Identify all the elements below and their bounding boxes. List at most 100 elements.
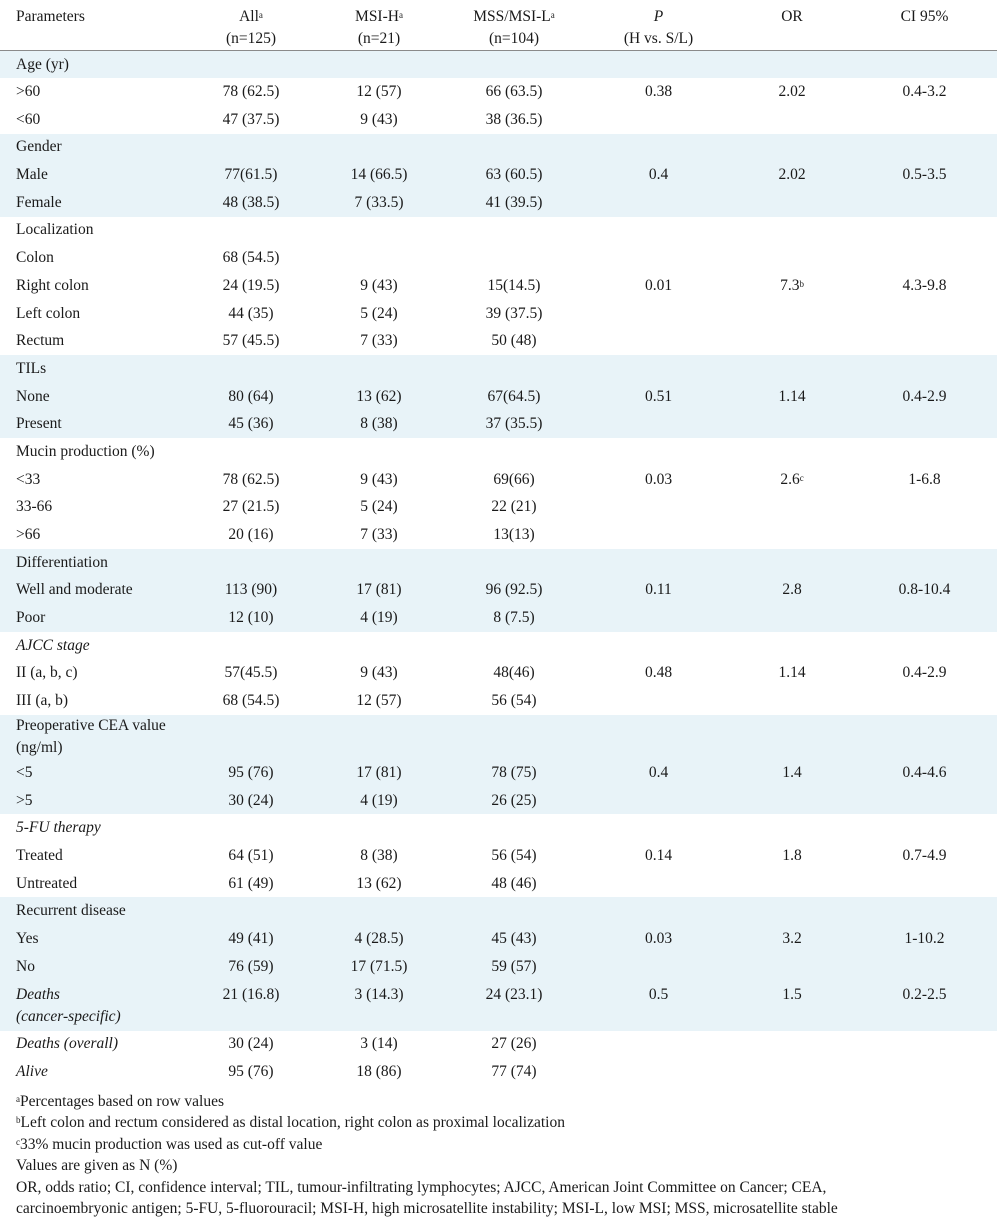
- cell-msih: 12 (57): [356, 83, 402, 101]
- cell-all: 113 (90): [224, 581, 278, 599]
- row-label: Colon: [16, 249, 54, 267]
- cell-ci: [852, 1031, 997, 1059]
- row-label: Right colon: [16, 276, 89, 294]
- cell-ci: [852, 687, 997, 715]
- row-label: Well and moderate: [16, 581, 133, 599]
- cell-mss: 27 (26): [491, 1035, 537, 1053]
- cell-odds-ratio: [732, 814, 852, 842]
- table-row: Colon 68 (54.5): [0, 244, 997, 272]
- cell-all: [187, 632, 315, 660]
- cell-odds-ratio: [732, 355, 852, 383]
- cell-mss: 8 (7.5): [493, 609, 535, 627]
- cell-odds-ratio: [732, 870, 852, 898]
- cell-msih: 3 (14): [360, 1035, 398, 1053]
- footnote-values: Values are given as N (%): [16, 1157, 178, 1175]
- table-row: Recurrent disease: [0, 897, 997, 926]
- row-label: <60: [16, 110, 41, 128]
- table-row: 33-66 27 (21.5) 5 (24) 22 (21): [0, 494, 997, 522]
- cell-all: 57(45.5): [224, 664, 278, 682]
- cell-p-value: 0.03: [644, 929, 673, 947]
- row-label: TILs: [16, 359, 47, 377]
- cell-p-value: 0.5: [648, 985, 669, 1003]
- cell-p-value: [585, 870, 732, 898]
- cell-odds-ratio: [732, 106, 852, 134]
- cell-mss: 77 (74): [491, 1063, 537, 1081]
- table-row: Age (yr): [0, 50, 997, 79]
- table-row: Left colon 44 (35) 5 (24) 39 (37.5): [0, 300, 997, 328]
- cell-p-value: [585, 327, 732, 355]
- cell-p-value: 0.4: [648, 166, 669, 184]
- results-table: Parameters Alla (n=125) MSI-Ha (n=21) MSS/…: [0, 8, 997, 1086]
- cell-mss: 41 (39.5): [485, 193, 543, 211]
- cell-mss: [443, 51, 585, 79]
- table-row: Mucin production (%): [0, 438, 997, 466]
- table-row: Deaths (cancer-specific) 21 (16.8) 3 (14.3)…: [0, 980, 997, 1031]
- cell-ci: 0.4-2.9: [902, 387, 947, 405]
- cell-msih: 13 (62): [356, 874, 402, 892]
- cell-odds-ratio: [732, 189, 852, 217]
- cell-p-value: [585, 494, 732, 522]
- cell-msih: [315, 897, 443, 925]
- row-label: Male: [16, 166, 48, 184]
- cell-ci: [852, 521, 997, 549]
- row-label: No: [16, 957, 35, 975]
- row-label: Yes: [16, 929, 39, 947]
- cell-p-value: [585, 953, 732, 981]
- cell-msih: 9 (43): [360, 276, 398, 294]
- cell-odds-ratio: [732, 953, 852, 981]
- cell-ci: [852, 189, 997, 217]
- cell-odds-ratio: [732, 494, 852, 522]
- row-label: None: [16, 387, 50, 405]
- cell-msih: 8 (38): [360, 846, 398, 864]
- header-p-value: P (H vs. S/L): [623, 8, 694, 47]
- table-footnotes: aPercentages based on row values bLeft c…: [0, 1086, 997, 1220]
- table-row: AJCC stage: [0, 632, 997, 660]
- table-row: <5 95 (76) 17 (81) 78 (75) 0.4 1.4 0.4-4.6: [0, 759, 997, 787]
- row-label: >66: [16, 526, 41, 544]
- cell-odds-ratio: [732, 632, 852, 660]
- cell-msih: 7 (33.5): [354, 193, 404, 211]
- table-row: Untreated 61 (49) 13 (62) 48 (46): [0, 870, 997, 898]
- cell-odds-ratio: 2.02: [778, 83, 806, 101]
- cell-ci: 0.7-4.9: [902, 846, 947, 864]
- cell-p-value: 0.01: [644, 276, 673, 294]
- cell-p-value: [585, 134, 732, 162]
- row-label: Preoperative CEA value (ng/ml): [16, 717, 166, 756]
- cell-mss: 22 (21): [491, 498, 537, 516]
- cell-ci: [852, 953, 997, 981]
- cell-p-value: 0.4: [648, 763, 669, 781]
- table-row: TILs: [0, 355, 997, 383]
- cell-odds-ratio: [732, 244, 852, 272]
- cell-msih: [315, 438, 443, 466]
- row-label: Untreated: [16, 874, 78, 892]
- cell-msih: 18 (86): [356, 1063, 402, 1081]
- cell-all: 78 (62.5): [222, 470, 280, 488]
- cell-p-value: [585, 604, 732, 632]
- row-label: Alive: [16, 1063, 48, 1081]
- cell-all: [187, 897, 315, 925]
- cell-all: [187, 715, 315, 759]
- cell-odds-ratio: [732, 521, 852, 549]
- footnote-b: bLeft colon and rectum considered as dis…: [16, 1114, 565, 1132]
- cell-odds-ratio: [732, 549, 852, 577]
- cell-ci: [852, 438, 997, 466]
- footnote-a: aPercentages based on row values: [16, 1092, 225, 1110]
- cell-all: 44 (35): [228, 304, 274, 322]
- cell-odds-ratio: 2.6c: [780, 470, 804, 488]
- row-label: II (a, b, c): [16, 664, 78, 682]
- cell-mss: [443, 244, 585, 272]
- cell-p-value: [585, 106, 732, 134]
- cell-odds-ratio: [732, 410, 852, 438]
- table-row: >60 78 (62.5) 12 (57) 66 (63.5) 0.38 2.02 0.4-…: [0, 78, 997, 106]
- cell-ci: [852, 51, 997, 79]
- table-body: Age (yr) >60 78 (62.5) 12 (57) 66 (63.5) 0.38…: [0, 50, 997, 1086]
- table-row: >66 20 (16) 7 (33) 13(13): [0, 521, 997, 549]
- footnote-abbreviations-2: carcinoembryonic antigen; 5-FU, 5-fluoro…: [16, 1200, 838, 1218]
- table-row: Treated 64 (51) 8 (38) 56 (54) 0.14 1.8 0.7-4.…: [0, 842, 997, 870]
- cell-mss: 50 (48): [491, 332, 537, 350]
- table-row: Well and moderate 113 (90) 17 (81) 96 (92.5…: [0, 576, 997, 605]
- row-label: Left colon: [16, 304, 81, 322]
- cell-p-value: [585, 687, 732, 715]
- cell-mss: 69(66): [493, 470, 535, 488]
- cell-ci: 0.4-2.9: [902, 664, 947, 682]
